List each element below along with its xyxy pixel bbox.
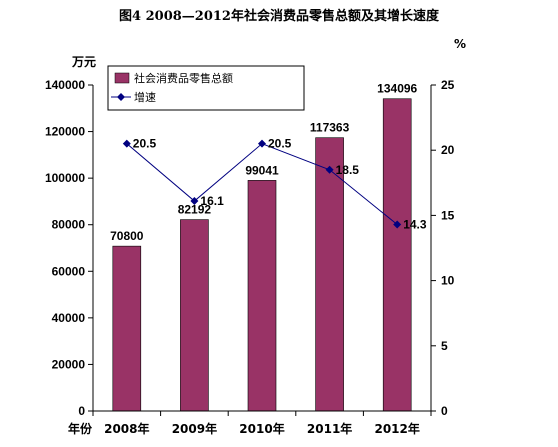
- legend-box: [107, 65, 305, 111]
- legend-bar-label: 社会消费品零售总额: [134, 71, 233, 85]
- x-tick-label: 2011年: [307, 421, 352, 436]
- legend-line-marker: [117, 93, 125, 101]
- left-tick-label: 120000: [45, 125, 85, 139]
- left-tick-label: 60000: [52, 264, 86, 278]
- line-value-label: 20.5: [268, 137, 292, 151]
- legend: 社会消费品零售总额 增速: [107, 65, 305, 111]
- line-value-label: 20.5: [133, 137, 157, 151]
- x-tick-label: 2008年: [104, 421, 149, 436]
- left-axis-unit: 万元: [71, 55, 96, 69]
- line-marker: [258, 139, 266, 148]
- left-tick-label: 80000: [52, 218, 86, 232]
- bar-value-label: 134096: [377, 82, 417, 96]
- line-marker: [393, 220, 402, 229]
- line-marker: [190, 197, 199, 206]
- x-tick-label: 2010年: [239, 421, 284, 436]
- line-marker: [122, 139, 131, 148]
- right-tick-label: 10: [441, 274, 455, 288]
- line-value-label: 16.1: [200, 194, 224, 208]
- bar: [382, 98, 412, 412]
- line-value-label: 18.5: [336, 163, 360, 177]
- x-axis-label: 年份: [68, 421, 93, 436]
- right-tick-label: 20: [441, 143, 455, 157]
- legend-bar-swatch: [114, 72, 130, 84]
- bar-value-label: 99041: [245, 163, 279, 177]
- line-marker: [325, 165, 334, 174]
- bar-series: [112, 98, 412, 412]
- tick-labels: 0 20000 40000 60000 80000 100000 120000 140000 0…: [45, 78, 455, 436]
- bar: [247, 180, 277, 412]
- x-tick-label: 2009年: [172, 421, 217, 436]
- right-tick-label: 25: [441, 78, 455, 92]
- left-tick-label: 0: [78, 404, 85, 418]
- bar-value-label: 70800: [110, 229, 144, 243]
- x-tick-label: 2012年: [374, 421, 419, 436]
- line-series: [122, 139, 402, 229]
- right-tick-label: 0: [441, 404, 448, 418]
- legend-line-label: 增速: [134, 90, 156, 104]
- bar: [112, 245, 142, 412]
- chart-title: 图4 2008—2012年社会消费品零售总额及其增长速度: [119, 8, 440, 24]
- bar: [180, 219, 209, 412]
- bar: [315, 137, 344, 412]
- axes: [88, 84, 436, 416]
- line-value-label: 14.3: [403, 218, 427, 232]
- right-axis-unit: %: [454, 37, 466, 51]
- left-tick-label: 140000: [45, 78, 85, 92]
- data-labels: 70800 82192 99041 117363 134096 20.5 16.1 20.5 1…: [110, 82, 427, 243]
- bar-value-label: 82192: [178, 203, 212, 217]
- bar-value-label: 117363: [310, 121, 350, 135]
- left-tick-label: 100000: [45, 171, 85, 185]
- left-tick-label: 20000: [52, 357, 86, 371]
- right-tick-label: 15: [441, 208, 455, 222]
- right-tick-label: 5: [441, 339, 448, 353]
- left-tick-label: 40000: [52, 311, 86, 325]
